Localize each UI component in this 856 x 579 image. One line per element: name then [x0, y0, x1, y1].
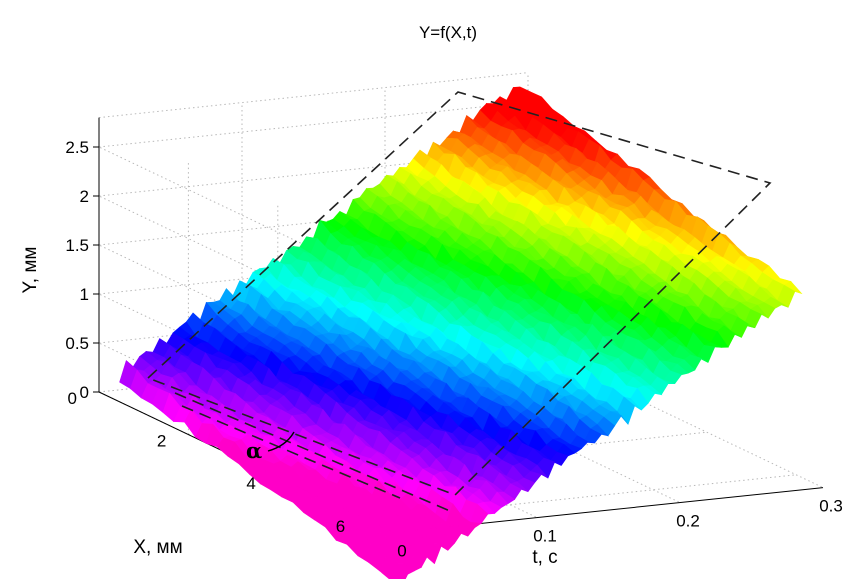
x-tick-label: 4: [246, 474, 255, 493]
t-tick-label: 0.2: [676, 512, 700, 531]
alpha-annotation: α: [246, 438, 262, 463]
y-tick-label: 1: [80, 285, 89, 304]
dashed-boundary-line: [181, 405, 401, 499]
x-axis-label: X, мм: [133, 537, 182, 558]
y-tick-label: 1.5: [65, 236, 89, 255]
t-tick-label: 0.3: [819, 497, 843, 516]
t-tick-label: 0: [397, 542, 406, 561]
chart-title: Y=f(X,t): [419, 23, 477, 42]
x-tick-label: 6: [336, 517, 345, 536]
y-axis-label: Y, мм: [20, 247, 41, 294]
tick-labels: 0 0.5 1 1.5 2 2.5 0 2 4 6 0 0.1 0.2 0.3: [65, 138, 842, 561]
t-axis-label: t, с: [532, 547, 557, 568]
t-tick-label: 0.1: [533, 527, 557, 546]
y-tick-label: 2: [80, 187, 89, 206]
y-tick-label: 0: [80, 383, 89, 402]
surface: [119, 86, 803, 579]
x-tick-label: 2: [157, 432, 166, 451]
surface-cell: [390, 563, 409, 579]
alpha-arc: [267, 431, 295, 452]
dashed-boundary-line: [174, 392, 451, 512]
x-tick-label: 0: [68, 389, 77, 408]
grid-line: [98, 72, 529, 119]
y-tick-label: 2.5: [65, 138, 89, 157]
dashed-outline: [146, 91, 772, 512]
dashed-boundary: [146, 91, 772, 496]
y-tick-label: 0.5: [65, 334, 89, 353]
